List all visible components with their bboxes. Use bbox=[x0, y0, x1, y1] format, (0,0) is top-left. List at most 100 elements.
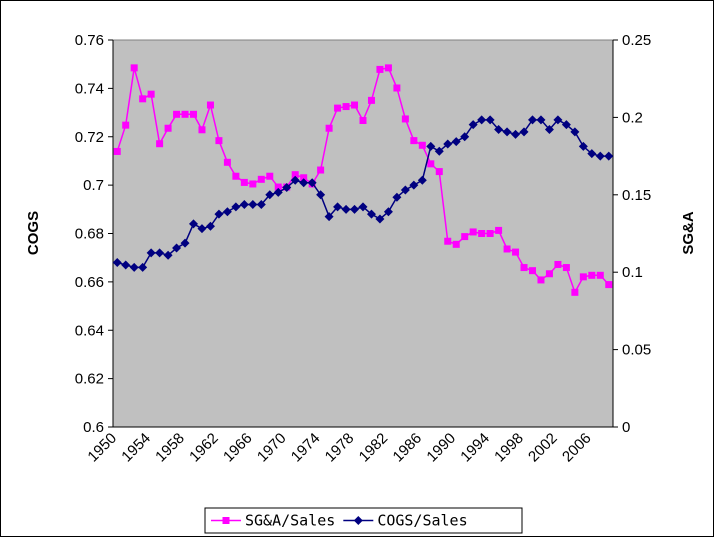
marker bbox=[172, 243, 182, 253]
marker bbox=[417, 175, 427, 185]
marker bbox=[257, 175, 265, 183]
marker bbox=[139, 95, 147, 103]
marker bbox=[351, 101, 359, 109]
marker bbox=[300, 174, 308, 182]
marker bbox=[291, 171, 299, 179]
marker bbox=[383, 207, 393, 217]
marker bbox=[317, 166, 325, 174]
marker bbox=[536, 115, 546, 125]
marker bbox=[334, 104, 342, 112]
y-tick-label: 0.72 bbox=[75, 129, 104, 146]
marker bbox=[232, 172, 240, 180]
marker bbox=[502, 127, 512, 137]
marker bbox=[537, 276, 545, 284]
marker bbox=[342, 103, 350, 111]
marker bbox=[578, 141, 588, 151]
marker bbox=[198, 126, 206, 134]
marker bbox=[173, 110, 181, 118]
y-tick-label: 0.68 bbox=[75, 226, 104, 243]
marker bbox=[376, 65, 384, 73]
marker bbox=[588, 271, 596, 279]
marker bbox=[163, 250, 173, 260]
marker bbox=[595, 151, 605, 161]
marker bbox=[205, 221, 215, 231]
marker bbox=[122, 121, 130, 129]
marker bbox=[511, 129, 521, 139]
marker bbox=[469, 228, 477, 236]
marker bbox=[545, 270, 553, 278]
marker bbox=[443, 139, 453, 149]
marker bbox=[426, 141, 436, 151]
marker bbox=[434, 146, 444, 156]
y-axis-label: COGS bbox=[25, 211, 42, 255]
marker bbox=[461, 233, 469, 241]
marker bbox=[485, 115, 495, 125]
marker bbox=[248, 199, 258, 209]
marker bbox=[503, 245, 511, 253]
y-tick-label: 0.6 bbox=[83, 419, 104, 436]
marker bbox=[223, 158, 231, 166]
legend-label: SG&A/Sales bbox=[245, 512, 335, 530]
marker bbox=[333, 202, 343, 212]
marker bbox=[189, 219, 199, 229]
marker bbox=[375, 214, 385, 224]
y2-tick-label: 0.05 bbox=[622, 342, 651, 359]
marker bbox=[266, 172, 274, 180]
y2-tick-label: 0.25 bbox=[622, 32, 651, 49]
marker bbox=[562, 264, 570, 272]
marker bbox=[358, 202, 368, 212]
marker bbox=[324, 212, 334, 222]
marker bbox=[495, 226, 503, 234]
marker bbox=[478, 230, 486, 237]
marker bbox=[435, 168, 443, 176]
marker bbox=[222, 207, 232, 217]
marker bbox=[604, 151, 614, 161]
y2-tick-label: 0.1 bbox=[622, 264, 643, 281]
marker bbox=[181, 110, 189, 118]
marker bbox=[468, 120, 478, 130]
marker bbox=[155, 248, 165, 258]
marker bbox=[520, 264, 528, 272]
marker bbox=[596, 271, 604, 279]
marker bbox=[401, 115, 409, 123]
marker bbox=[553, 115, 563, 125]
marker bbox=[113, 147, 121, 155]
marker bbox=[299, 178, 309, 188]
marker bbox=[121, 260, 131, 270]
marker bbox=[129, 262, 139, 272]
marker bbox=[190, 110, 198, 118]
marker bbox=[197, 224, 207, 234]
y2-tick-label: 0.15 bbox=[622, 187, 651, 204]
marker bbox=[519, 127, 529, 137]
marker bbox=[265, 190, 275, 200]
y2-tick-label: 0 bbox=[622, 419, 630, 436]
marker bbox=[147, 90, 155, 98]
marker bbox=[451, 137, 461, 147]
legend-label: COGS/Sales bbox=[377, 512, 467, 530]
marker bbox=[164, 124, 172, 132]
marker bbox=[393, 84, 401, 92]
marker bbox=[138, 262, 148, 272]
marker bbox=[341, 204, 351, 214]
marker bbox=[146, 248, 156, 258]
y-tick-label: 0.64 bbox=[75, 322, 104, 339]
marker bbox=[214, 209, 224, 219]
marker bbox=[512, 248, 520, 256]
marker bbox=[206, 101, 214, 109]
marker bbox=[239, 199, 249, 209]
marker bbox=[494, 124, 504, 134]
y-tick-label: 0.74 bbox=[75, 80, 104, 97]
marker bbox=[528, 267, 536, 275]
marker bbox=[282, 183, 292, 193]
marker bbox=[231, 202, 241, 212]
marker bbox=[409, 180, 419, 190]
marker bbox=[325, 124, 333, 132]
marker bbox=[486, 230, 494, 237]
plot-area bbox=[112, 39, 614, 428]
marker bbox=[392, 192, 402, 202]
marker bbox=[112, 258, 122, 268]
marker bbox=[570, 127, 580, 137]
marker bbox=[460, 132, 470, 142]
